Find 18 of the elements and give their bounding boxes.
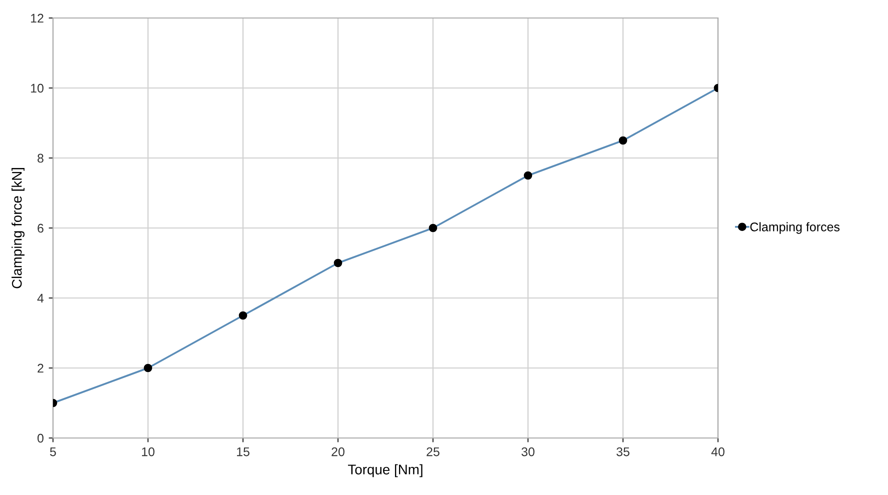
y-tick-label: 10 [31, 84, 44, 93]
y-tick-label: 12 [31, 14, 44, 23]
x-tick-label: 20 [332, 447, 344, 456]
x-tick-label: 30 [522, 447, 534, 456]
legend-label: Clamping forces [750, 222, 840, 234]
x-tick-label: 35 [616, 447, 630, 456]
y-tick-label: 6 [38, 224, 44, 233]
y-axis-title: Clamping force [kN] [12, 168, 25, 288]
x-tick-label: 25 [426, 447, 440, 456]
y-tick-label: 0 [38, 434, 44, 443]
x-tick-label: 5 [50, 447, 56, 456]
x-tick-label: 40 [711, 447, 724, 456]
y-tick-label: 4 [37, 294, 44, 303]
y-tick-label: 2 [38, 364, 44, 373]
x-tick-label: 15 [237, 447, 250, 456]
y-tick-label: 8 [38, 154, 44, 163]
x-axis-title: Torque [Nm] [348, 464, 422, 478]
x-tick-label: 10 [142, 447, 154, 456]
